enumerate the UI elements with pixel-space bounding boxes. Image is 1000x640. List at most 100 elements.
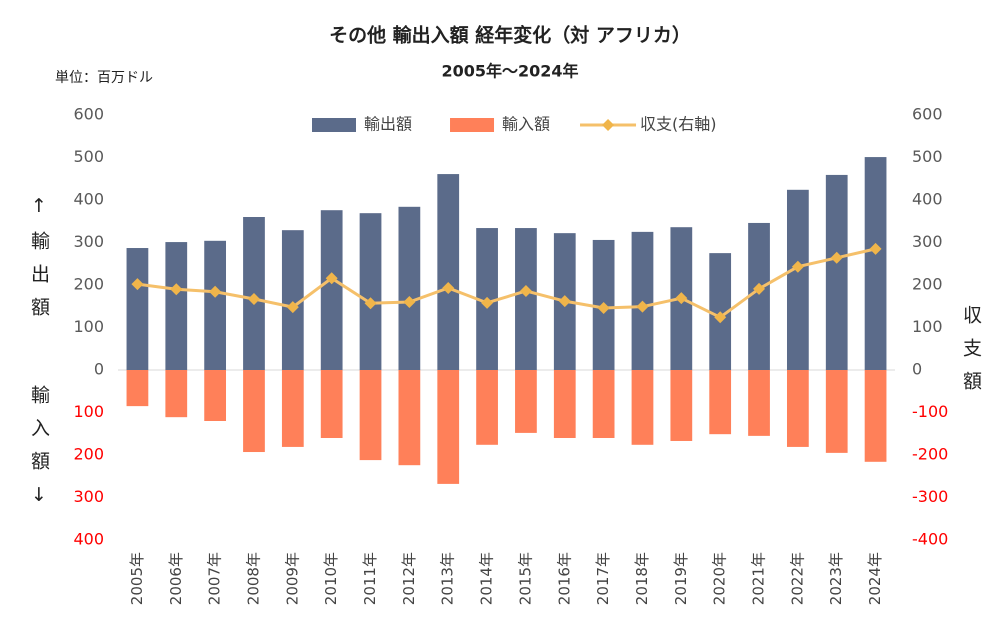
- y-axis-title-bottom: 輸入額↓: [28, 385, 50, 520]
- y-tick-label: 400: [73, 530, 104, 549]
- bar: [165, 370, 188, 418]
- y2-tick-label: -300: [912, 487, 948, 506]
- balance-marker: [364, 297, 377, 310]
- x-tick-label: 2018年: [633, 552, 651, 605]
- y2-tick-label: 100: [912, 317, 943, 336]
- balance-marker: [209, 285, 222, 298]
- bar: [748, 222, 770, 370]
- bar: [281, 230, 304, 370]
- bar: [476, 370, 498, 445]
- y2-tick-label: -400: [912, 530, 948, 549]
- bar: [786, 370, 809, 447]
- balance-marker: [325, 272, 338, 285]
- balance-marker: [830, 251, 843, 264]
- y2-axis-title: 収支額: [960, 305, 982, 404]
- bar: [126, 248, 149, 370]
- legend-label: 輸入額: [502, 115, 550, 134]
- balance-marker: [675, 292, 688, 305]
- y-axis-title-top: ↑輸出額: [28, 195, 50, 330]
- bar: [281, 370, 304, 447]
- bar: [864, 157, 887, 370]
- x-tick-label: 2024年: [866, 552, 884, 605]
- y2-tick-label: 0: [912, 360, 922, 379]
- balance-marker: [442, 281, 455, 294]
- bar: [825, 370, 848, 453]
- bar: [748, 370, 770, 436]
- x-tick-label: 2020年: [711, 552, 729, 605]
- balance-marker: [403, 296, 416, 308]
- bar: [359, 370, 382, 461]
- bar: [320, 210, 343, 370]
- y-tick-label: 100: [73, 317, 104, 336]
- balance-marker: [170, 283, 183, 296]
- bar: [243, 370, 265, 453]
- legend-swatch: [312, 118, 356, 132]
- x-tick-label: 2008年: [244, 552, 262, 605]
- y-tick-label: 300: [73, 232, 104, 251]
- bar: [437, 370, 460, 484]
- x-tick-label: 2014年: [478, 552, 496, 605]
- y2-tick-label: -100: [912, 402, 948, 421]
- y2-tick-label: 600: [912, 105, 943, 124]
- y-tick-label: 200: [73, 275, 104, 294]
- x-tick-label: 2012年: [400, 552, 418, 605]
- balance-marker: [714, 311, 727, 324]
- bar: [398, 370, 421, 466]
- balance-marker: [286, 301, 299, 314]
- x-tick-label: 2010年: [322, 552, 340, 605]
- unit-label: 単位：百万ドル: [55, 70, 153, 86]
- bar: [515, 228, 537, 370]
- x-tick-label: 2013年: [439, 552, 457, 605]
- bar: [515, 370, 537, 433]
- bar: [320, 370, 343, 438]
- bar: [670, 370, 693, 441]
- bar: [592, 370, 615, 438]
- y-tick-label: 400: [73, 190, 104, 209]
- y-tick-label: 0: [94, 360, 104, 379]
- x-tick-label: 2009年: [283, 552, 301, 605]
- x-tick-label: 2005年: [128, 552, 146, 605]
- y-tick-label: 600: [73, 105, 104, 124]
- bar: [631, 370, 654, 445]
- balance-line: [137, 247, 876, 320]
- x-tick-label: 2011年: [361, 552, 379, 605]
- bar: [165, 242, 188, 370]
- bar: [786, 189, 809, 370]
- y-tick-label: 500: [73, 147, 104, 166]
- y2-tick-label: 200: [912, 275, 943, 294]
- x-tick-label: 2016年: [555, 552, 573, 605]
- bar: [204, 240, 227, 370]
- y-tick-label: 200: [73, 445, 104, 464]
- balance-marker: [597, 301, 610, 314]
- x-tick-label: 2023年: [827, 552, 845, 605]
- balance-marker: [519, 284, 532, 297]
- chart-title: その他 輸出入額 経年変化（対 アフリカ）: [329, 24, 691, 47]
- x-tick-label: 2007年: [206, 552, 224, 605]
- bar: [825, 174, 848, 370]
- bar: [864, 370, 887, 462]
- y2-tick-label: 500: [912, 147, 943, 166]
- bar: [553, 370, 576, 438]
- y-tick-label: 100: [73, 402, 104, 421]
- balance-marker: [753, 282, 766, 295]
- x-tick-label: 2021年: [750, 552, 768, 605]
- balance-marker: [636, 300, 649, 313]
- bar: [437, 174, 460, 370]
- legend-marker: [602, 119, 615, 131]
- x-tick-label: 2006年: [167, 552, 185, 605]
- legend-label: 輸出額: [364, 115, 412, 134]
- bar: [359, 213, 382, 370]
- bar: [398, 206, 421, 370]
- balance-marker: [131, 278, 144, 291]
- bar: [126, 370, 149, 407]
- balance-marker: [869, 242, 882, 255]
- balance-marker: [481, 296, 494, 309]
- y2-tick-label: 300: [912, 232, 943, 251]
- bar: [204, 370, 227, 421]
- legend-label: 収支(右軸): [640, 115, 717, 134]
- balance-marker: [558, 295, 571, 308]
- x-tick-label: 2022年: [788, 552, 806, 605]
- bar: [709, 370, 732, 435]
